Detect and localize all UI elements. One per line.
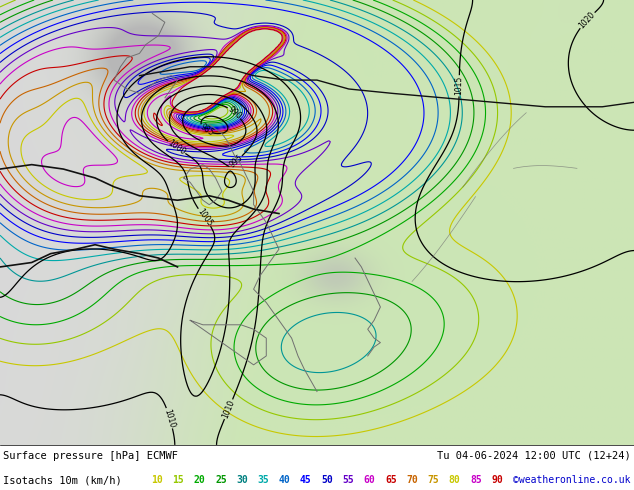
Text: 1020: 1020 — [577, 10, 597, 30]
Text: 90: 90 — [491, 475, 503, 485]
Text: Isotachs 10m (km/h): Isotachs 10m (km/h) — [3, 475, 122, 485]
Text: 60: 60 — [364, 475, 375, 485]
Text: 85: 85 — [470, 475, 482, 485]
Text: 990: 990 — [226, 104, 243, 121]
Text: 75: 75 — [427, 475, 439, 485]
Text: 15: 15 — [172, 475, 184, 485]
Text: 40: 40 — [279, 475, 290, 485]
Text: 1010: 1010 — [221, 399, 236, 420]
Text: 50: 50 — [321, 475, 333, 485]
Text: ©weatheronline.co.uk: ©weatheronline.co.uk — [514, 475, 631, 485]
Text: 1005: 1005 — [195, 207, 214, 228]
Text: 30: 30 — [236, 475, 248, 485]
Text: 10: 10 — [152, 475, 163, 485]
Text: Surface pressure [hPa] ECMWF: Surface pressure [hPa] ECMWF — [3, 451, 178, 461]
Text: 995: 995 — [228, 153, 244, 170]
Text: 985: 985 — [198, 122, 215, 138]
Text: Tu 04-06-2024 12:00 UTC (12+24): Tu 04-06-2024 12:00 UTC (12+24) — [437, 451, 631, 461]
Text: 35: 35 — [257, 475, 269, 485]
Text: 1015: 1015 — [455, 76, 464, 96]
Text: 80: 80 — [449, 475, 460, 485]
Text: 25: 25 — [215, 475, 227, 485]
Text: 1000: 1000 — [166, 138, 187, 157]
Text: 70: 70 — [406, 475, 418, 485]
Text: 45: 45 — [300, 475, 312, 485]
Text: 1010: 1010 — [163, 408, 177, 429]
Text: 55: 55 — [342, 475, 354, 485]
Text: 20: 20 — [194, 475, 205, 485]
Text: 65: 65 — [385, 475, 397, 485]
